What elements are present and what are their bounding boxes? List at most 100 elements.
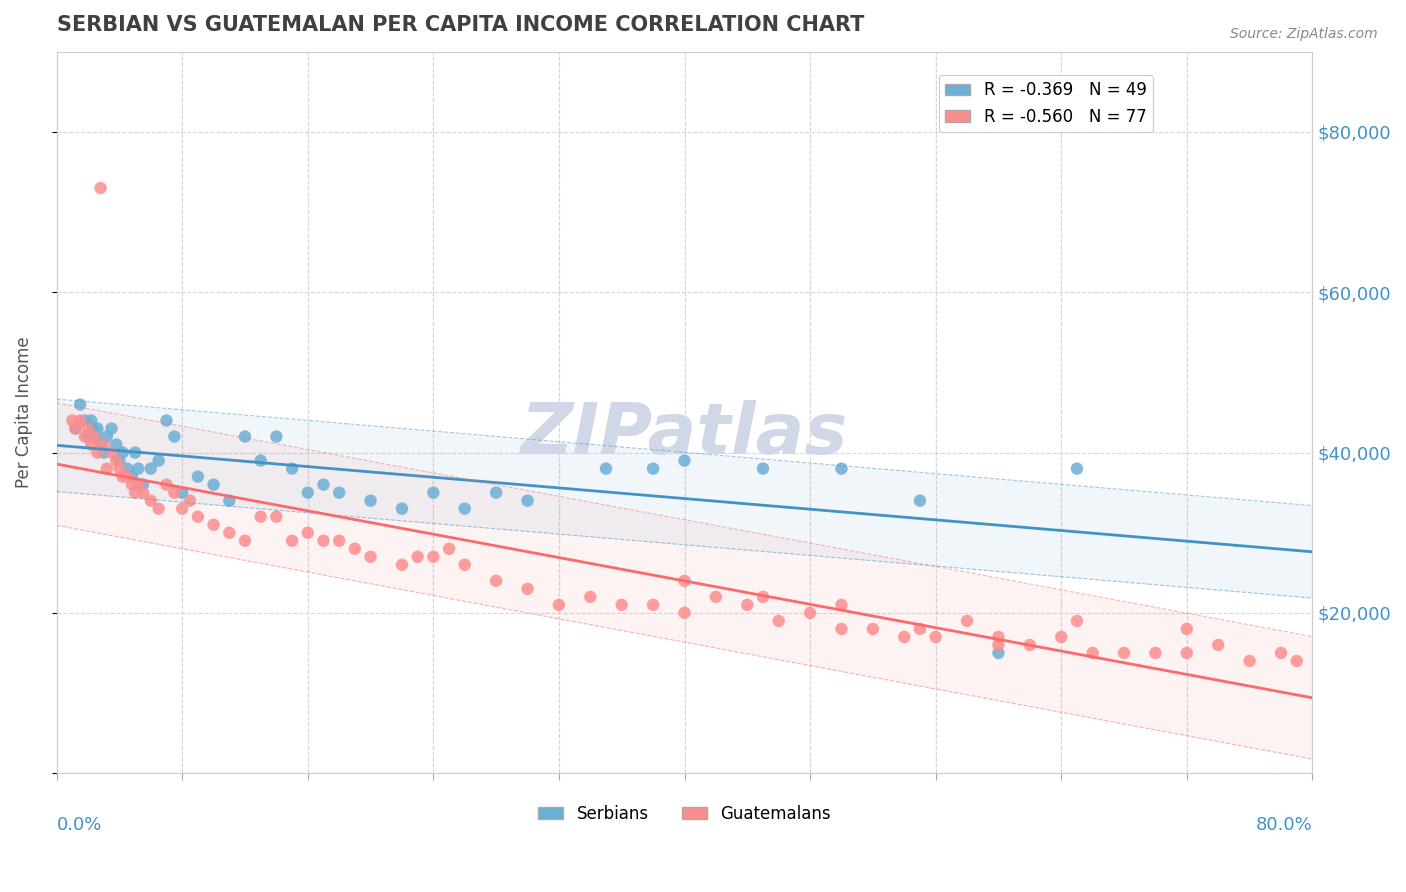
Point <box>163 485 186 500</box>
Point <box>830 598 852 612</box>
Point <box>987 646 1010 660</box>
Point <box>127 461 149 475</box>
Point <box>121 469 143 483</box>
Point <box>422 549 444 564</box>
Point <box>328 533 350 548</box>
Point <box>163 429 186 443</box>
Point <box>155 477 177 491</box>
Point <box>124 485 146 500</box>
Point <box>1270 646 1292 660</box>
Point <box>704 590 727 604</box>
Point <box>924 630 946 644</box>
Point <box>127 477 149 491</box>
Point <box>108 461 131 475</box>
Point <box>673 606 696 620</box>
Point <box>148 453 170 467</box>
Point <box>69 397 91 411</box>
Point <box>111 469 134 483</box>
Legend: Serbians, Guatemalans: Serbians, Guatemalans <box>531 798 838 830</box>
Point <box>187 469 209 483</box>
Point <box>249 509 271 524</box>
Point <box>179 493 201 508</box>
Point <box>100 445 122 459</box>
Point <box>86 445 108 459</box>
Point <box>90 437 112 451</box>
Point <box>516 582 538 596</box>
Point <box>73 413 96 427</box>
Point <box>1175 622 1198 636</box>
Point <box>266 429 288 443</box>
Point <box>548 598 571 612</box>
Point <box>391 501 413 516</box>
Point <box>155 413 177 427</box>
Point <box>908 493 931 508</box>
Point <box>233 429 256 443</box>
Point <box>281 533 304 548</box>
Point <box>139 461 162 475</box>
Point <box>218 525 240 540</box>
Point <box>139 493 162 508</box>
Point <box>80 413 103 427</box>
Point <box>908 622 931 636</box>
Text: 0.0%: 0.0% <box>56 816 103 835</box>
Point <box>83 429 105 443</box>
Point <box>202 517 225 532</box>
Point <box>105 453 128 467</box>
Point <box>830 622 852 636</box>
Point <box>96 429 118 443</box>
Point <box>799 606 821 620</box>
Point <box>1018 638 1040 652</box>
Point <box>100 421 122 435</box>
Point <box>752 590 775 604</box>
Point <box>1206 638 1229 652</box>
Point <box>281 461 304 475</box>
Point <box>643 598 665 612</box>
Point <box>65 421 87 435</box>
Point <box>1285 654 1308 668</box>
Point <box>1081 646 1104 660</box>
Point <box>297 525 319 540</box>
Point <box>862 622 884 636</box>
Point <box>610 598 633 612</box>
Point <box>117 469 139 483</box>
Text: 80.0%: 80.0% <box>1256 816 1312 835</box>
Point <box>69 413 91 427</box>
Point <box>752 461 775 475</box>
Point <box>343 541 366 556</box>
Point <box>124 445 146 459</box>
Point <box>187 509 209 524</box>
Text: Source: ZipAtlas.com: Source: ZipAtlas.com <box>1230 27 1378 41</box>
Point <box>73 429 96 443</box>
Point <box>643 461 665 475</box>
Text: ZIPatlas: ZIPatlas <box>520 400 848 468</box>
Point <box>132 485 155 500</box>
Point <box>391 558 413 572</box>
Point <box>485 485 508 500</box>
Point <box>1066 461 1088 475</box>
Point <box>233 533 256 548</box>
Point <box>1050 630 1073 644</box>
Point <box>86 421 108 435</box>
Point <box>987 630 1010 644</box>
Point <box>202 477 225 491</box>
Point <box>987 638 1010 652</box>
Point <box>266 509 288 524</box>
Point <box>893 630 915 644</box>
Point <box>148 501 170 516</box>
Point <box>454 501 477 516</box>
Text: SERBIAN VS GUATEMALAN PER CAPITA INCOME CORRELATION CHART: SERBIAN VS GUATEMALAN PER CAPITA INCOME … <box>56 15 863 35</box>
Point <box>105 437 128 451</box>
Point <box>172 501 194 516</box>
Point <box>1175 646 1198 660</box>
Point <box>249 453 271 467</box>
Point <box>328 485 350 500</box>
Point <box>111 445 134 459</box>
Point <box>956 614 979 628</box>
Point <box>172 485 194 500</box>
Point <box>595 461 617 475</box>
Point <box>108 453 131 467</box>
Point <box>312 533 335 548</box>
Point <box>132 477 155 491</box>
Point <box>454 558 477 572</box>
Point <box>218 493 240 508</box>
